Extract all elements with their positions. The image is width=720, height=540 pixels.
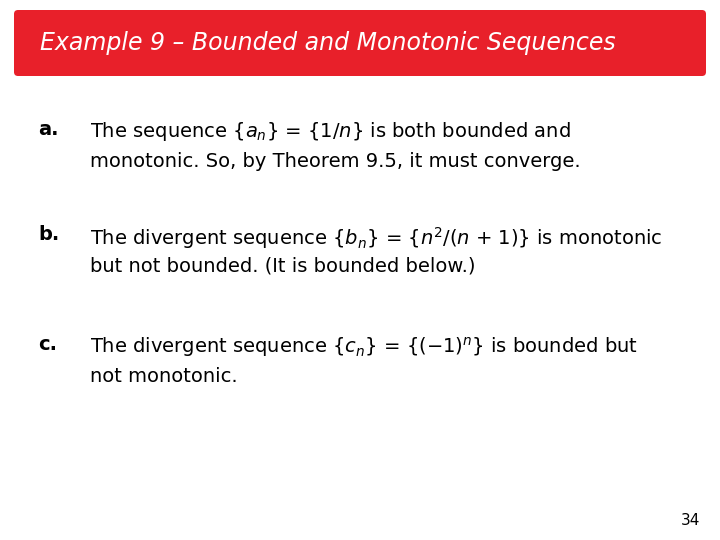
Text: The divergent sequence {$c_n$} = {$(-1)^n$} is bounded but: The divergent sequence {$c_n$} = {$(-1)^… <box>90 335 638 359</box>
Text: The divergent sequence {$b_n$} = {$n^2/(n$ + 1)} is monotonic: The divergent sequence {$b_n$} = {$n^2/(… <box>90 225 662 251</box>
FancyBboxPatch shape <box>14 10 706 76</box>
Text: a.: a. <box>38 120 58 139</box>
Text: The sequence {$a_n$} = {1/$n$} is both bounded and: The sequence {$a_n$} = {1/$n$} is both b… <box>90 120 571 143</box>
Text: not monotonic.: not monotonic. <box>90 367 238 386</box>
Text: b.: b. <box>38 225 59 244</box>
Text: 34: 34 <box>680 513 700 528</box>
Text: but not bounded. (It is bounded below.): but not bounded. (It is bounded below.) <box>90 257 475 276</box>
Text: monotonic. So, by Theorem 9.5, it must converge.: monotonic. So, by Theorem 9.5, it must c… <box>90 152 580 171</box>
Text: c.: c. <box>38 335 57 354</box>
Text: Example 9 – Bounded and Monotonic Sequences: Example 9 – Bounded and Monotonic Sequen… <box>40 31 616 55</box>
